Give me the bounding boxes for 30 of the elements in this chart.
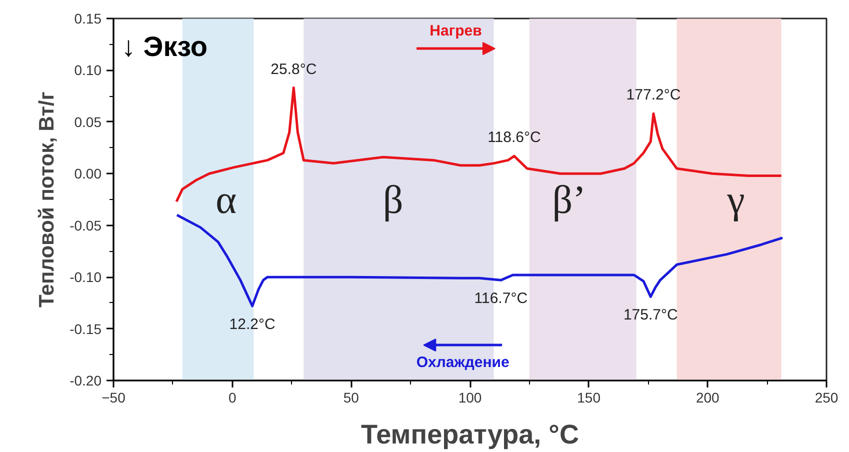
annotation: γ [726, 177, 745, 222]
y-tick-label: 0.15 [74, 10, 102, 26]
y-tick-label: -0.15 [70, 320, 102, 337]
y-tick-label: -0.05 [70, 217, 102, 234]
y-tick-label: 0.00 [74, 166, 102, 182]
x-tick-label: −50 [102, 390, 126, 406]
y-tick-label: 0.05 [74, 114, 102, 130]
annotation: ↓ Экзо [122, 31, 208, 62]
annotation: 25.8°C [270, 60, 317, 78]
annotation: 116.7°C [474, 290, 528, 308]
annotation: 175.7°C [623, 306, 678, 324]
y-axis-title: Тепловой поток, Вт/г [36, 91, 59, 308]
x-tick-label: 250 [814, 390, 838, 406]
legend-label: Охлаждение [416, 354, 510, 371]
annotation: 118.6°C [488, 129, 541, 146]
y-tick-label: -0.20 [70, 372, 102, 388]
y-tick-label: -0.10 [70, 269, 102, 286]
x-tick-label: 100 [458, 390, 482, 406]
x-tick-label: 200 [696, 390, 720, 406]
annotation: α [216, 177, 237, 222]
annotation: 12.2°C [229, 316, 276, 334]
annotation: 177.2°C [626, 86, 681, 104]
x-tick-label: 0 [228, 390, 236, 406]
x-tick-label: 150 [577, 390, 601, 406]
annotation: β’ [552, 177, 586, 222]
x-tick-label: 50 [343, 390, 360, 406]
annotation: β [382, 177, 404, 222]
y-tick-label: 0.10 [74, 62, 102, 78]
x-axis-title: Температура, °C [361, 420, 579, 450]
text: Нагрев [430, 22, 482, 40]
